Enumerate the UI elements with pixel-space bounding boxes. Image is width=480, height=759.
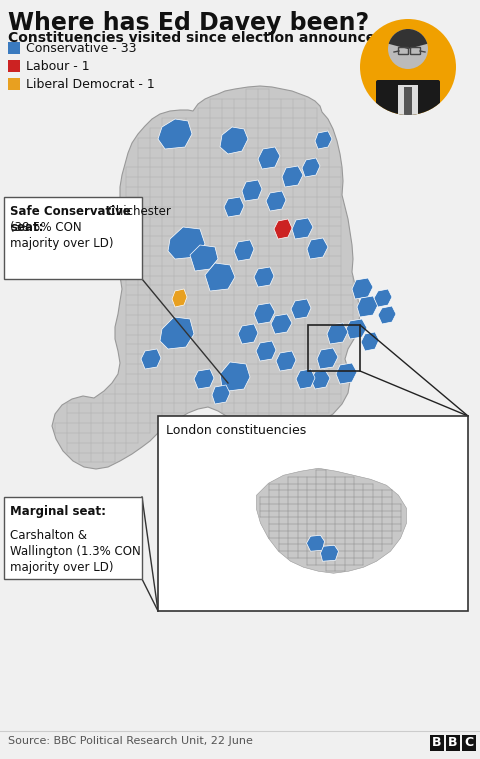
- Text: Labour - 1: Labour - 1: [26, 59, 90, 73]
- Text: Safe Conservative
seat:: Safe Conservative seat:: [10, 205, 131, 234]
- Polygon shape: [327, 323, 348, 344]
- Polygon shape: [302, 158, 320, 177]
- Circle shape: [388, 29, 428, 69]
- Text: Source: BBC Political Research Unit, 22 June: Source: BBC Political Research Unit, 22 …: [8, 736, 253, 746]
- Polygon shape: [238, 324, 258, 344]
- Circle shape: [360, 19, 456, 115]
- Text: Where has Ed Davey been?: Where has Ed Davey been?: [8, 11, 369, 35]
- Polygon shape: [258, 147, 280, 169]
- Polygon shape: [220, 127, 248, 154]
- Polygon shape: [346, 319, 367, 339]
- Polygon shape: [168, 227, 205, 259]
- Polygon shape: [254, 303, 275, 324]
- FancyBboxPatch shape: [430, 735, 444, 751]
- Polygon shape: [266, 191, 286, 211]
- Polygon shape: [194, 369, 214, 389]
- Polygon shape: [307, 535, 324, 551]
- Polygon shape: [190, 245, 218, 271]
- Polygon shape: [292, 218, 313, 239]
- FancyBboxPatch shape: [404, 87, 412, 115]
- Polygon shape: [296, 369, 315, 389]
- Polygon shape: [205, 263, 235, 291]
- Polygon shape: [361, 332, 379, 351]
- Polygon shape: [374, 289, 392, 307]
- Polygon shape: [282, 166, 303, 187]
- Polygon shape: [274, 219, 292, 239]
- Polygon shape: [224, 197, 244, 217]
- Polygon shape: [315, 131, 332, 149]
- FancyBboxPatch shape: [446, 735, 460, 751]
- FancyBboxPatch shape: [8, 78, 20, 90]
- Polygon shape: [321, 545, 338, 561]
- Polygon shape: [276, 351, 296, 371]
- Text: London constituencies: London constituencies: [166, 424, 306, 437]
- Polygon shape: [352, 278, 373, 299]
- Polygon shape: [52, 86, 360, 469]
- Text: B: B: [448, 736, 458, 749]
- Polygon shape: [141, 349, 161, 369]
- FancyBboxPatch shape: [8, 42, 20, 54]
- Polygon shape: [254, 267, 274, 287]
- Text: B: B: [432, 736, 442, 749]
- FancyBboxPatch shape: [376, 80, 440, 124]
- Polygon shape: [172, 289, 187, 307]
- Polygon shape: [317, 348, 338, 369]
- Polygon shape: [311, 370, 330, 389]
- Polygon shape: [158, 119, 192, 149]
- Polygon shape: [307, 238, 328, 259]
- Text: Constituencies visited since election announced: 35: Constituencies visited since election an…: [8, 31, 415, 45]
- Text: Marginal seat:: Marginal seat:: [10, 505, 106, 518]
- Polygon shape: [220, 362, 250, 391]
- Text: C: C: [465, 736, 474, 749]
- FancyBboxPatch shape: [398, 85, 418, 117]
- Polygon shape: [378, 306, 396, 324]
- Wedge shape: [389, 29, 427, 49]
- Polygon shape: [336, 363, 357, 384]
- FancyBboxPatch shape: [158, 416, 468, 611]
- Polygon shape: [271, 314, 292, 334]
- Polygon shape: [242, 180, 262, 201]
- Polygon shape: [357, 296, 378, 317]
- Polygon shape: [212, 385, 230, 404]
- Text: Chichester
(38.5% CON
majority over LD): Chichester (38.5% CON majority over LD): [10, 205, 171, 250]
- Polygon shape: [256, 341, 276, 361]
- FancyBboxPatch shape: [4, 497, 142, 579]
- Polygon shape: [234, 240, 254, 261]
- FancyBboxPatch shape: [4, 197, 142, 279]
- Polygon shape: [160, 317, 194, 349]
- FancyBboxPatch shape: [8, 60, 20, 72]
- Polygon shape: [256, 468, 407, 573]
- Text: Conservative - 33: Conservative - 33: [26, 42, 136, 55]
- Polygon shape: [291, 299, 311, 319]
- FancyBboxPatch shape: [462, 735, 476, 751]
- Text: Carshalton &
Wallington (1.3% CON
majority over LD): Carshalton & Wallington (1.3% CON majori…: [10, 529, 141, 574]
- Text: Liberal Democrat - 1: Liberal Democrat - 1: [26, 77, 155, 90]
